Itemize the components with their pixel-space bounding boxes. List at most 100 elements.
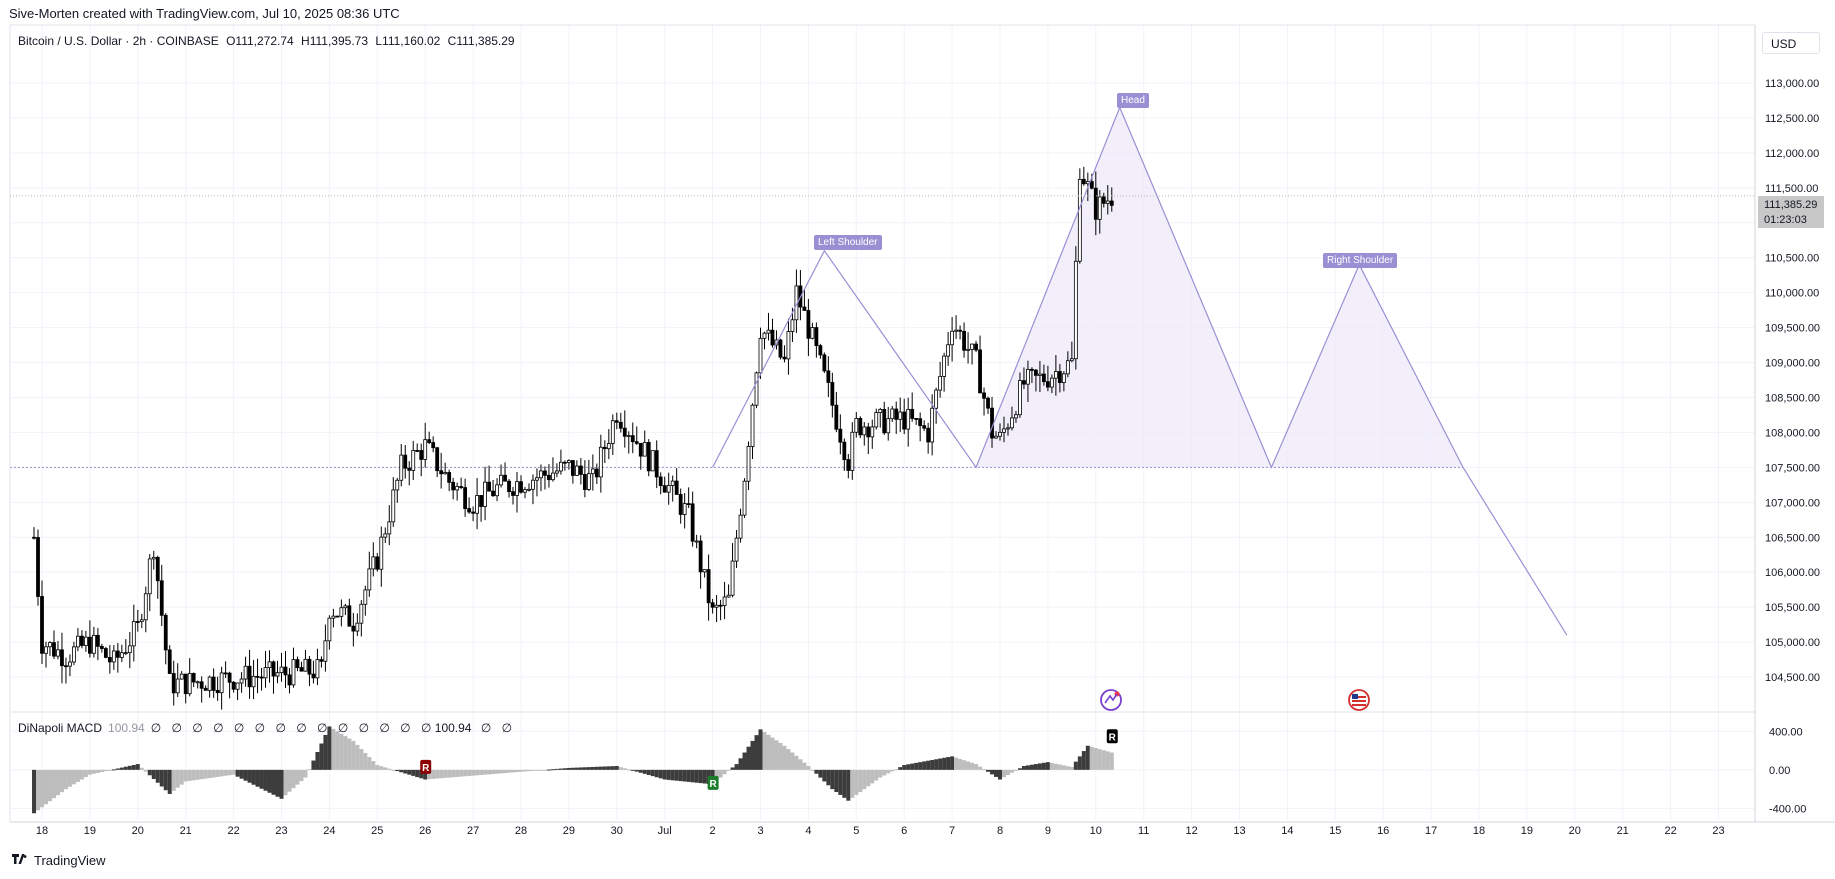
candle-body [551,472,555,481]
macd-bar [323,734,328,770]
candle-body [658,476,663,487]
right-shoulder-label[interactable]: Right Shoulder [1323,253,1398,268]
candle-body [48,642,52,648]
candle-body [135,621,140,623]
macd-bar [147,769,152,776]
candle-body [758,337,763,374]
macd-bar [1009,769,1014,773]
time-tick-label: 10 [1090,825,1102,837]
candle-body [862,426,867,436]
macd-bar [538,769,543,771]
candle-body [878,408,883,413]
macd-bar [91,769,96,774]
pattern-fill [976,107,1464,468]
candle-body [271,661,276,677]
candle-body [235,682,240,690]
candle-body [539,470,543,479]
macd-bar [866,769,871,787]
macd-zeros: ∅ ∅ ∅ ∅ ∅ ∅ ∅ ∅ ∅ ∅ ∅ ∅ ∅ ∅ [150,721,432,735]
candle-body [107,657,112,663]
time-tick-label: 3 [757,825,763,837]
candle-body [838,428,843,443]
candle-body [243,665,248,680]
candle-body [1101,196,1106,204]
candle-body [630,435,635,443]
candle-body [99,645,104,649]
candle-body [203,687,208,691]
candle-body [810,327,815,339]
head-label[interactable]: Head [1117,93,1149,108]
macd-bar [1105,751,1110,770]
macd-bar [231,769,236,775]
macd-bar [79,769,84,780]
candle-body [139,619,144,622]
macd-bar [71,769,76,785]
symbol-name[interactable]: Bitcoin / U.S. Dollar · 2h · COINBASE [18,34,219,48]
macd-bar [427,769,432,780]
candle-body [111,650,116,663]
candle-body [1002,428,1006,433]
macd-bar [111,769,116,771]
candle-body [76,635,80,648]
candle-body [666,485,671,493]
candle-body [598,446,603,478]
candle-body [179,673,184,680]
candle-body [335,615,340,618]
candle-body [626,435,631,438]
candle-body [950,330,954,346]
macd-legend[interactable]: DiNapoli MACD 100.94 ∅ ∅ ∅ ∅ ∅ ∅ ∅ ∅ ∅ ∅ ∅… [18,721,512,735]
candle-body [555,470,559,474]
macd-bar [167,769,172,794]
macd-bar [203,769,208,779]
tradingview-logo[interactable]: TradingView [12,853,106,868]
macd-bar [926,760,931,770]
candle-body [331,615,336,619]
candle-body [279,666,284,674]
candle-body [219,672,224,694]
time-tick-label: 28 [515,825,527,837]
macd-bar [722,769,727,775]
candle-body [519,481,523,493]
macd-bar [814,769,819,774]
candle-body [323,640,328,662]
macd-bar [315,752,320,770]
time-tick-label: 5 [853,825,859,837]
candle-body [1105,200,1110,204]
candle-body [990,407,994,439]
candle-body [451,481,456,491]
candle-body [1089,181,1094,189]
candle-body [1109,200,1114,206]
macd-bar [287,769,292,792]
macd-bar [762,732,767,770]
left-shoulder-label[interactable]: Left Shoulder [814,235,882,250]
low-value: L111,160.02 [375,34,441,48]
macd-bar [810,769,815,771]
macd-bar [890,769,895,772]
event-icons [1100,689,1370,711]
macd-bar [1033,764,1038,770]
candle-body [1018,380,1022,416]
macd-bar [75,769,80,782]
candle-body [56,649,60,657]
macd-bar [171,769,176,791]
price-tick-label: 111,500.00 [1765,183,1818,195]
candle-body [886,418,891,434]
candle-body [351,625,356,632]
symbol-legend[interactable]: Bitcoin / U.S. Dollar · 2h · COINBASE O1… [18,34,515,48]
macd-bar [566,767,571,770]
macd-bar [574,767,579,770]
macd-bar [435,769,440,779]
macd-bar [830,769,835,790]
macd-bar [347,738,352,770]
close-value: C111,385.29 [447,34,515,48]
candle-body [714,604,719,608]
currency-selector[interactable]: USD [1762,32,1820,54]
macd-bar [806,766,811,770]
candle-body [435,447,440,472]
macd-bar [327,726,332,770]
macd-bar [443,769,448,778]
candle-body [72,646,76,663]
macd-bar [107,769,112,771]
macd-bar [59,769,64,793]
